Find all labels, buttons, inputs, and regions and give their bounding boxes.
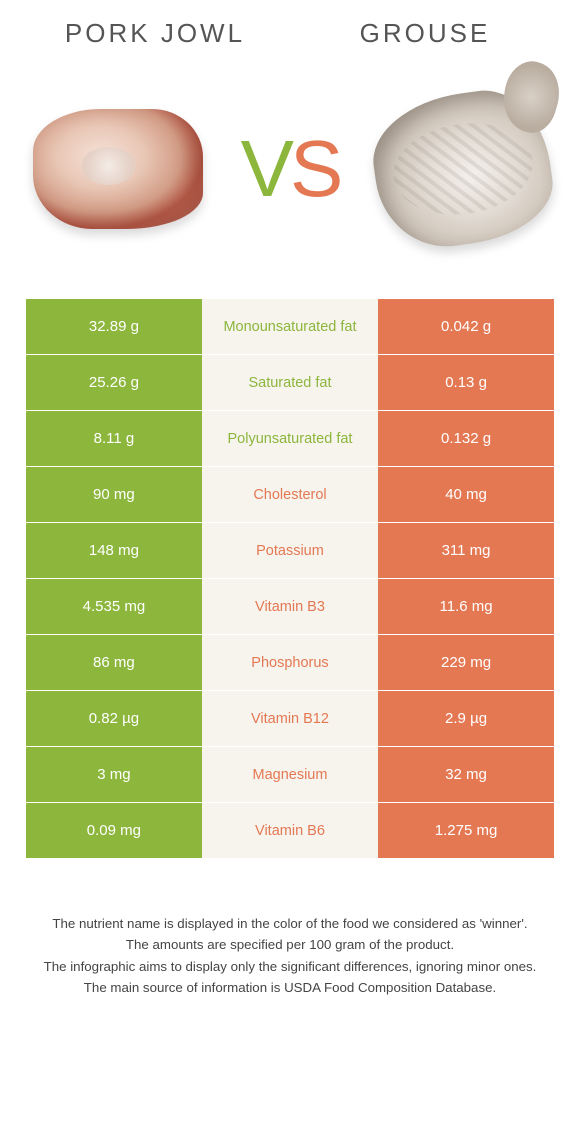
right-value: 0.13 g xyxy=(378,355,554,410)
left-value: 3 mg xyxy=(26,747,202,802)
grouse-image xyxy=(372,79,552,259)
left-value: 0.82 µg xyxy=(26,691,202,746)
right-value: 0.042 g xyxy=(378,299,554,354)
left-value: 32.89 g xyxy=(26,299,202,354)
table-row: 3 mgMagnesium32 mg xyxy=(26,747,554,803)
table-row: 0.82 µgVitamin B122.9 µg xyxy=(26,691,554,747)
footer-line-3: The infographic aims to display only the… xyxy=(40,957,540,976)
right-value: 229 mg xyxy=(378,635,554,690)
table-row: 4.535 mgVitamin B311.6 mg xyxy=(26,579,554,635)
nutrition-table: 32.89 gMonounsaturated fat0.042 g25.26 g… xyxy=(0,299,580,859)
table-row: 25.26 gSaturated fat0.13 g xyxy=(26,355,554,411)
left-value: 4.535 mg xyxy=(26,579,202,634)
nutrient-label: Cholesterol xyxy=(202,467,378,522)
table-row: 8.11 gPolyunsaturated fat0.132 g xyxy=(26,411,554,467)
left-value: 148 mg xyxy=(26,523,202,578)
right-value: 311 mg xyxy=(378,523,554,578)
nutrient-label: Vitamin B6 xyxy=(202,803,378,858)
vs-letter-v: V xyxy=(241,129,290,209)
header: PORK JOWL GROUSE xyxy=(0,0,580,59)
right-value: 40 mg xyxy=(378,467,554,522)
nutrient-label: Vitamin B12 xyxy=(202,691,378,746)
left-value: 90 mg xyxy=(26,467,202,522)
header-left-title: PORK JOWL xyxy=(20,18,290,49)
nutrient-label: Potassium xyxy=(202,523,378,578)
right-value: 0.132 g xyxy=(378,411,554,466)
nutrient-label: Phosphorus xyxy=(202,635,378,690)
left-value: 86 mg xyxy=(26,635,202,690)
table-row: 0.09 mgVitamin B61.275 mg xyxy=(26,803,554,859)
table-row: 32.89 gMonounsaturated fat0.042 g xyxy=(26,299,554,355)
vs-letter-s: S xyxy=(290,129,339,209)
vs-label: VS xyxy=(241,129,340,209)
right-value: 32 mg xyxy=(378,747,554,802)
right-value: 11.6 mg xyxy=(378,579,554,634)
nutrient-label: Polyunsaturated fat xyxy=(202,411,378,466)
footer-line-2: The amounts are specified per 100 gram o… xyxy=(40,935,540,954)
left-value: 0.09 mg xyxy=(26,803,202,858)
left-value: 25.26 g xyxy=(26,355,202,410)
table-row: 90 mgCholesterol40 mg xyxy=(26,467,554,523)
nutrient-label: Monounsaturated fat xyxy=(202,299,378,354)
pork-jowl-image xyxy=(28,79,208,259)
nutrient-label: Vitamin B3 xyxy=(202,579,378,634)
table-row: 148 mgPotassium311 mg xyxy=(26,523,554,579)
nutrient-label: Magnesium xyxy=(202,747,378,802)
footer-line-4: The main source of information is USDA F… xyxy=(40,978,540,997)
hero-section: VS xyxy=(0,59,580,299)
footer-line-1: The nutrient name is displayed in the co… xyxy=(40,914,540,933)
right-value: 1.275 mg xyxy=(378,803,554,858)
footer-notes: The nutrient name is displayed in the co… xyxy=(0,859,580,997)
table-row: 86 mgPhosphorus229 mg xyxy=(26,635,554,691)
left-value: 8.11 g xyxy=(26,411,202,466)
right-value: 2.9 µg xyxy=(378,691,554,746)
header-right-title: GROUSE xyxy=(290,18,560,49)
nutrient-label: Saturated fat xyxy=(202,355,378,410)
